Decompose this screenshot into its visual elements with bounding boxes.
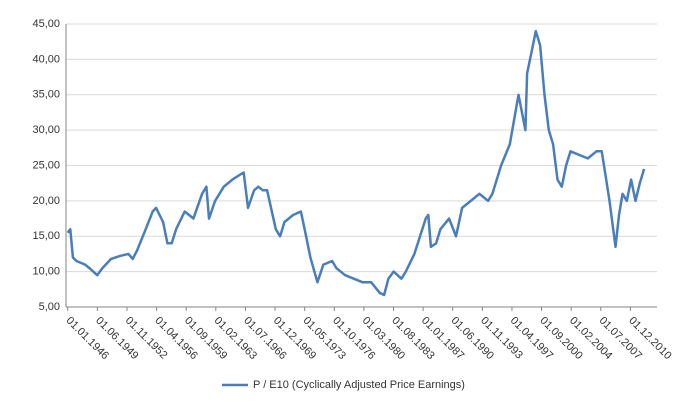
y-tick-label: 45,00 [32,18,60,30]
data-line [66,29,646,297]
y-tick-label: 15,00 [32,230,60,242]
y-tick-label: 40,00 [32,53,60,65]
y-tick-label: 10,00 [32,266,60,278]
y-tick-label: 30,00 [32,124,60,136]
legend-label: P / E10 (Cyclically Adjusted Price Earni… [253,379,465,391]
y-tick-label: 35,00 [32,89,60,101]
y-tick-label: 25,00 [32,159,60,171]
y-tick-label: 5,00 [39,301,60,313]
y-tick-label: 20,00 [32,195,60,207]
